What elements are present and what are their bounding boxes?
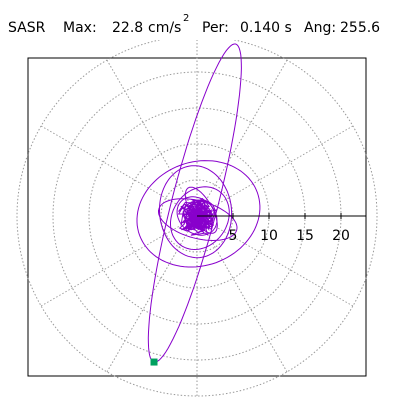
per-label: Per: [202,20,229,36]
orbit-loop [147,43,242,363]
per-value: 0.140 s [240,20,292,36]
max-unit: cm/s [148,20,182,36]
max-exponent: 2 [183,13,190,24]
orbit-plot: 5 10 15 20 [16,40,378,397]
orbit-loop [136,160,261,268]
ang-value: 255.6 [340,20,381,36]
tick-label: 5 [229,228,238,244]
peak-marker [150,358,158,366]
max-label: Max: [63,20,97,36]
max-value: 22.8 [112,20,144,36]
orbit-loop [184,186,218,234]
grid-ring [16,40,378,397]
orbit-core [177,197,218,236]
chart-title: SASR [8,20,46,36]
orbit-trace [136,43,261,363]
header: SASR Max: 22.8 cm/s 2 Per: 0.140 s Ang: … [0,0,400,40]
peak-marker-group [150,358,158,366]
ang-label: Ang: [304,20,337,36]
tick-label: 10 [260,228,278,244]
orbit-loop [158,198,238,242]
orbit-loop [176,196,218,236]
orbit-loop [159,165,233,259]
tick-labels: 5 10 15 20 [229,213,350,244]
orbit-loop [170,186,230,251]
tick-label: 20 [332,228,350,244]
tick-label: 15 [296,228,314,244]
